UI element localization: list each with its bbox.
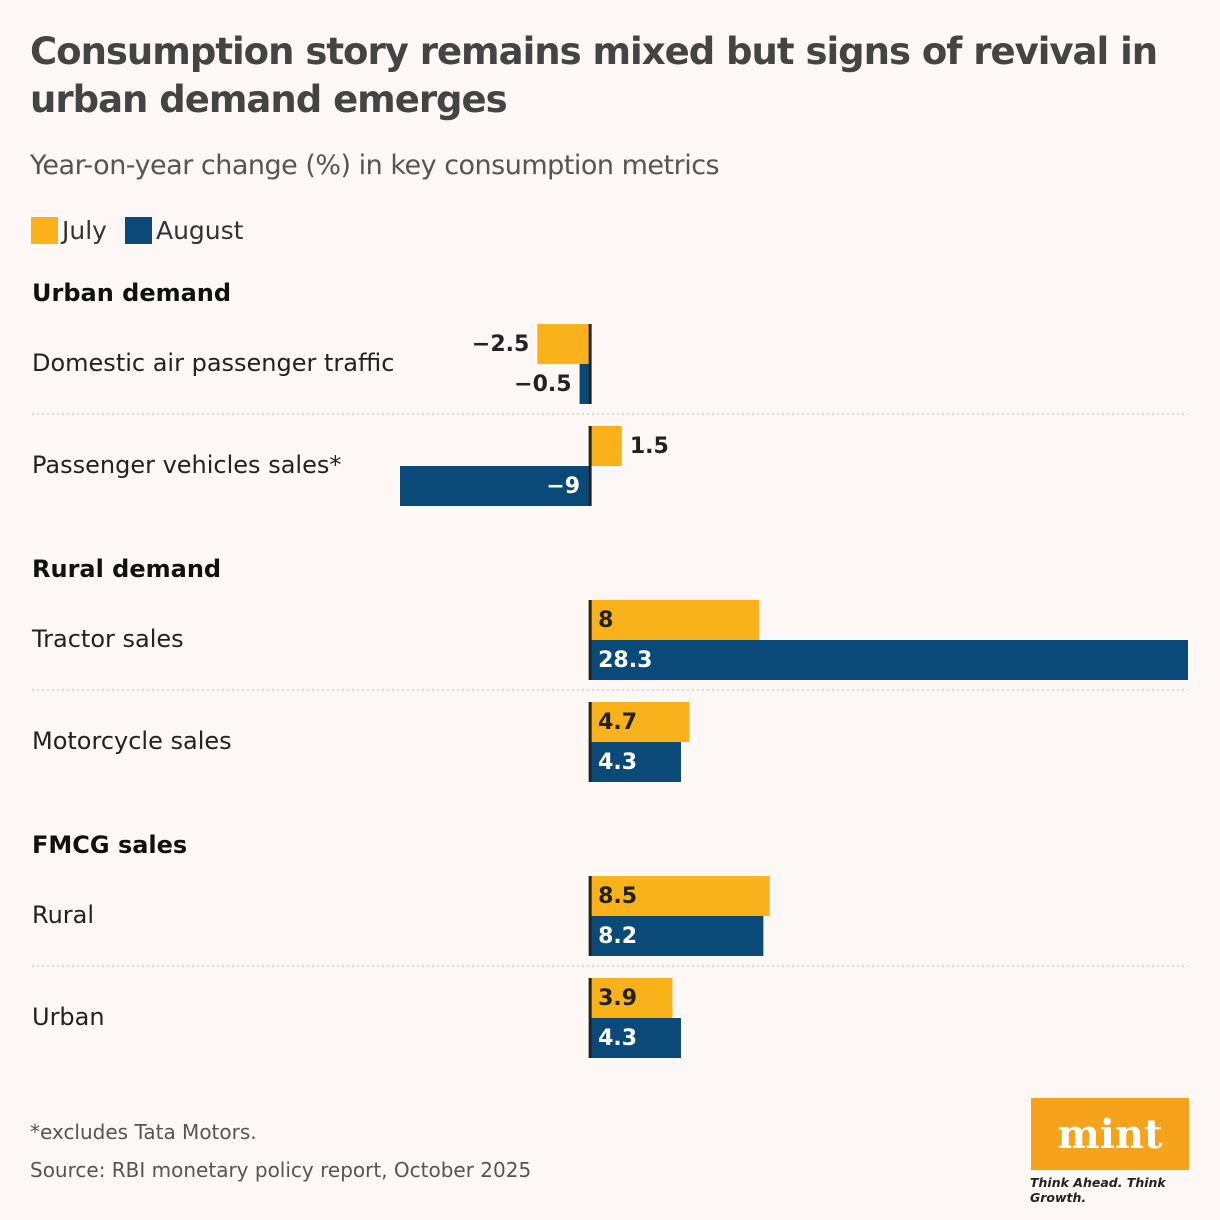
tagline: Think Ahead. Think Growth. <box>1030 1175 1166 1205</box>
data-label: 1.5 <box>630 434 669 459</box>
category-label: Motorcycle sales <box>32 727 232 755</box>
logo: mint <box>1031 1098 1189 1170</box>
data-label: 4.3 <box>598 1026 637 1051</box>
bar <box>590 426 622 466</box>
data-label: 4.7 <box>598 710 637 735</box>
bar <box>590 1018 681 1058</box>
data-label: 4.3 <box>598 750 637 775</box>
data-label: −2.5 <box>472 332 529 357</box>
data-label: 8.5 <box>598 884 637 909</box>
bar <box>579 364 591 404</box>
data-label: 3.9 <box>598 986 637 1011</box>
source: Source: RBI monetary policy report, Octo… <box>30 1158 532 1182</box>
bar <box>590 640 1188 680</box>
chart-title: Consumption story remains mixed but sign… <box>30 30 1158 121</box>
category-label: Urban <box>32 1003 105 1031</box>
bar <box>590 978 673 1018</box>
legend-item: July <box>31 216 107 245</box>
bar <box>590 876 770 916</box>
bar <box>590 742 681 782</box>
data-label: −0.5 <box>514 372 571 397</box>
bar <box>590 702 690 742</box>
data-label: 28.3 <box>598 648 652 673</box>
legend-item: August <box>124 216 244 245</box>
chart-subtitle: Year-on-year change (%) in key consumpti… <box>30 150 720 181</box>
legend-swatch <box>31 217 58 244</box>
group-label: FMCG sales <box>32 831 187 859</box>
footnote: *excludes Tata Motors. <box>30 1120 257 1144</box>
category-label: Domestic air passenger traffic <box>32 349 394 377</box>
legend-label: July <box>62 216 107 245</box>
group-label: Rural demand <box>32 555 221 583</box>
bar <box>590 600 760 640</box>
data-label: 8 <box>598 608 613 633</box>
legend-swatch <box>124 217 152 244</box>
data-label: 8.2 <box>598 924 637 949</box>
group-label: Urban demand <box>32 279 231 307</box>
bar <box>537 324 591 364</box>
bar <box>400 466 591 506</box>
legend: July August <box>31 216 261 245</box>
category-label: Tractor sales <box>31 625 184 653</box>
chart: Urban demand Domestic air passenger traff… <box>31 279 1188 1058</box>
data-label: −9 <box>546 474 580 499</box>
legend-label: August <box>155 216 244 245</box>
category-label: Passenger vehicles sales* <box>32 451 341 479</box>
bar <box>590 916 764 956</box>
category-label: Rural <box>32 901 94 929</box>
